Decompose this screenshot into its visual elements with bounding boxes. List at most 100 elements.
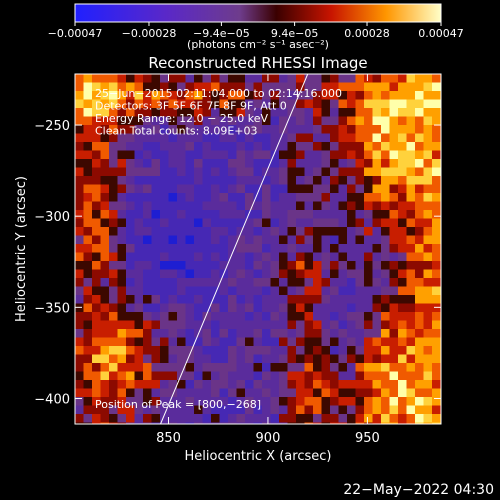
- heatmap-cell: [398, 82, 408, 92]
- heatmap-cell: [296, 184, 306, 194]
- heatmap-cell: [321, 108, 331, 118]
- heatmap-cell: [134, 388, 144, 398]
- heatmap-cell: [355, 371, 365, 381]
- heatmap-cell: [236, 380, 246, 390]
- heatmap-cell: [253, 422, 263, 424]
- heatmap-cell: [83, 159, 93, 169]
- heatmap-cell: [372, 82, 382, 92]
- heatmap-cell: [296, 116, 306, 126]
- heatmap-cell: [117, 354, 127, 364]
- heatmap-cell: [440, 142, 441, 152]
- heatmap-cell: [415, 329, 425, 339]
- heatmap-cell: [372, 125, 382, 135]
- heatmap-cell: [381, 244, 391, 254]
- heatmap-cell: [304, 422, 314, 424]
- heatmap-cell: [432, 422, 441, 424]
- heatmap-cell: [168, 329, 178, 339]
- heatmap-image: [75, 74, 441, 424]
- heatmap-cell: [389, 405, 399, 415]
- heatmap-cell: [423, 159, 433, 169]
- heatmap-cell: [432, 133, 441, 143]
- heatmap-cell: [245, 142, 255, 152]
- heatmap-cell: [415, 405, 425, 415]
- heatmap-cell: [415, 303, 425, 313]
- heatmap-cell: [228, 159, 238, 169]
- heatmap-cell: [330, 193, 340, 203]
- heatmap-cell: [372, 269, 382, 279]
- heatmap-cell: [177, 414, 187, 424]
- heatmap-cell: [304, 414, 314, 424]
- heatmap-cell: [432, 320, 441, 330]
- heatmap-cell: [151, 218, 161, 228]
- heatmap-cell: [75, 193, 85, 203]
- heatmap-cell: [194, 82, 204, 92]
- heatmap-cell: [381, 218, 391, 228]
- heatmap-cell: [262, 286, 272, 296]
- heatmap-cell: [194, 269, 204, 279]
- heatmap-cell: [228, 414, 238, 424]
- heatmap-cell: [228, 116, 238, 126]
- heatmap-cell: [109, 363, 119, 373]
- heatmap-cell: [194, 125, 204, 135]
- heatmap-cell: [364, 142, 374, 152]
- heatmap-cell: [364, 210, 374, 220]
- colorbar-tick-label: −9.4e−05: [193, 27, 250, 40]
- heatmap-cell: [245, 414, 255, 424]
- heatmap-cell: [109, 184, 119, 194]
- heatmap-cell: [236, 210, 246, 220]
- heatmap-cell: [406, 337, 416, 347]
- heatmap-cell: [338, 184, 348, 194]
- heatmap-cell: [160, 176, 170, 186]
- heatmap-cell: [202, 354, 212, 364]
- heatmap-cell: [202, 269, 212, 279]
- heatmap-cell: [109, 346, 119, 356]
- heatmap-cell: [194, 108, 204, 118]
- heatmap-cell: [92, 346, 102, 356]
- heatmap-cell: [279, 346, 289, 356]
- colorbar-ticks: −0.00047 −0.00028 −9.4e−05 9.4e−05 0.00028 0.…: [48, 22, 464, 40]
- heatmap-cell: [194, 414, 204, 424]
- heatmap-cell: [160, 329, 170, 339]
- heatmap-cell: [143, 397, 153, 407]
- heatmap-cell: [211, 346, 221, 356]
- heatmap-cell: [253, 295, 263, 305]
- heatmap-cell: [151, 371, 161, 381]
- heatmap-cell: [389, 380, 399, 390]
- heatmap-cell: [92, 261, 102, 271]
- heatmap-cell: [185, 176, 195, 186]
- heatmap-cell: [440, 193, 441, 203]
- heatmap-cell: [245, 74, 255, 84]
- heatmap-cell: [270, 278, 280, 288]
- heatmap-cell: [245, 337, 255, 347]
- heatmap-cell: [296, 108, 306, 118]
- heatmap-cell: [415, 422, 425, 424]
- heatmap-cell: [440, 176, 441, 186]
- heatmap-cell: [126, 235, 136, 245]
- heatmap-cell: [151, 201, 161, 211]
- heatmap-cell: [262, 235, 272, 245]
- heatmap-cell: [151, 422, 161, 424]
- heatmap-cell: [236, 142, 246, 152]
- heatmap-cell: [406, 388, 416, 398]
- heatmap-cell: [262, 184, 272, 194]
- heatmap-cell: [364, 82, 374, 92]
- heatmap-cell: [160, 74, 170, 84]
- heatmap-cell: [126, 108, 136, 118]
- heatmap-cell: [134, 337, 144, 347]
- heatmap-cell: [347, 244, 357, 254]
- heatmap-cell: [151, 210, 161, 220]
- heatmap-cell: [92, 74, 102, 84]
- heatmap-cell: [296, 218, 306, 228]
- heatmap-cell: [194, 218, 204, 228]
- heatmap-cell: [347, 252, 357, 262]
- heatmap-cell: [313, 422, 323, 424]
- heatmap-cell: [440, 184, 441, 194]
- heatmap-cell: [381, 261, 391, 271]
- heatmap-cell: [185, 388, 195, 398]
- heatmap-cell: [287, 176, 297, 186]
- heatmap-cell: [364, 405, 374, 415]
- heatmap-cell: [100, 414, 110, 424]
- heatmap-cell: [92, 210, 102, 220]
- heatmap-cell: [313, 176, 323, 186]
- heatmap-cell: [177, 380, 187, 390]
